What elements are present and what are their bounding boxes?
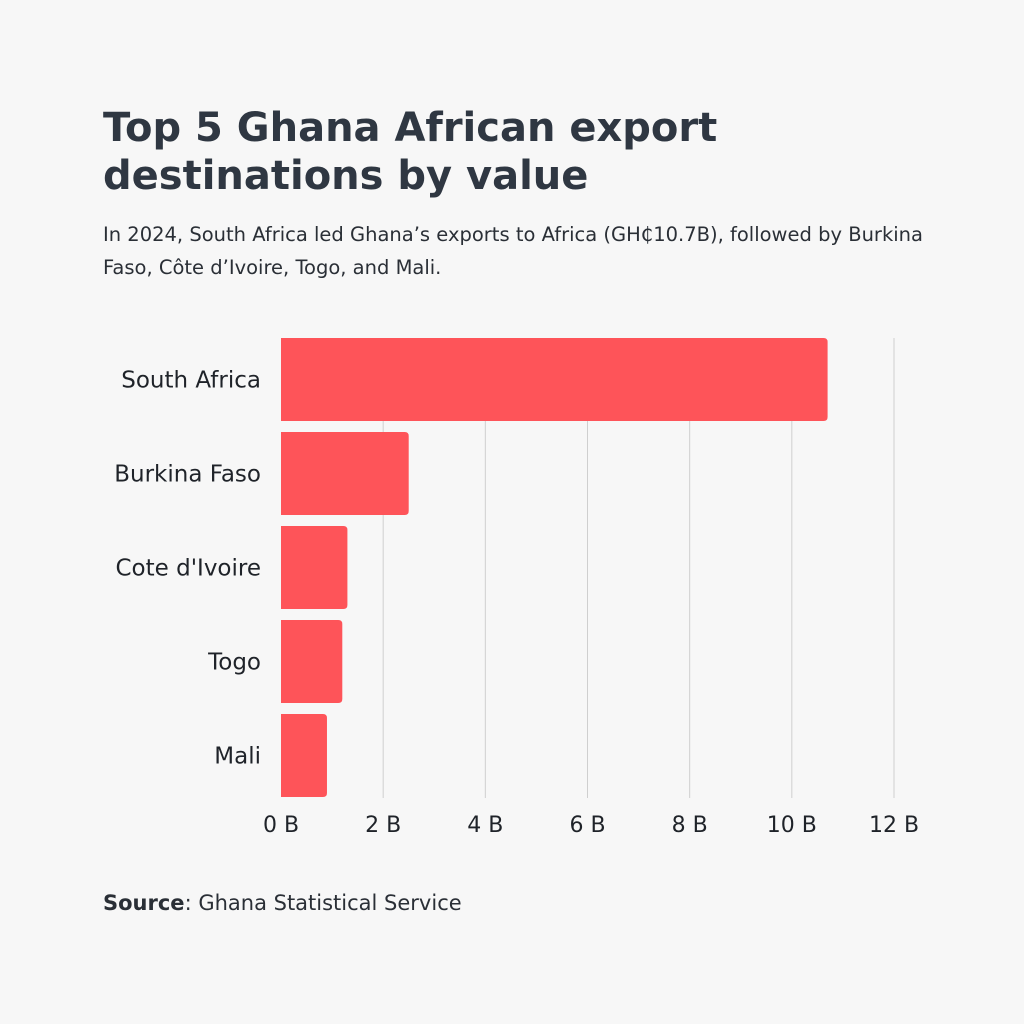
chart-title: Top 5 Ghana African export destinations …	[103, 105, 718, 199]
x-tick-label: 12 B	[869, 813, 919, 838]
bar-chart: South Africa Burkina Faso Cote d'Ivoire Tog…	[114, 338, 919, 838]
bar	[281, 620, 343, 703]
x-tick-label: 4 B	[467, 813, 503, 838]
x-tick-label: 8 B	[672, 813, 708, 838]
category-label: Burkina Faso	[114, 462, 261, 488]
x-tick-label: 10 B	[767, 813, 817, 838]
bar	[281, 338, 828, 421]
x-tick-label: 2 B	[365, 813, 401, 838]
category-label: South Africa	[121, 368, 261, 394]
bar	[281, 432, 409, 515]
category-labels: South Africa Burkina Faso Cote d'Ivoire Tog…	[114, 368, 261, 770]
category-label: Togo	[207, 650, 261, 676]
x-tick-label: 6 B	[569, 813, 605, 838]
bar	[281, 526, 348, 609]
x-tick-label: 0 B	[263, 813, 299, 838]
source-text: : Ghana Statistical Service	[184, 891, 462, 915]
chart-subtitle: In 2024, South Africa led Ghana’s export…	[103, 223, 923, 279]
category-label: Cote d'Ivoire	[116, 556, 262, 582]
bars	[281, 338, 828, 797]
category-label: Mali	[214, 744, 261, 770]
x-axis-ticks: 0 B 2 B 4 B 6 B 8 B 10 B 12 B	[263, 813, 919, 838]
source-label: Source	[103, 891, 185, 915]
source-note: Source: Ghana Statistical Service	[103, 891, 462, 915]
bar	[281, 714, 327, 797]
